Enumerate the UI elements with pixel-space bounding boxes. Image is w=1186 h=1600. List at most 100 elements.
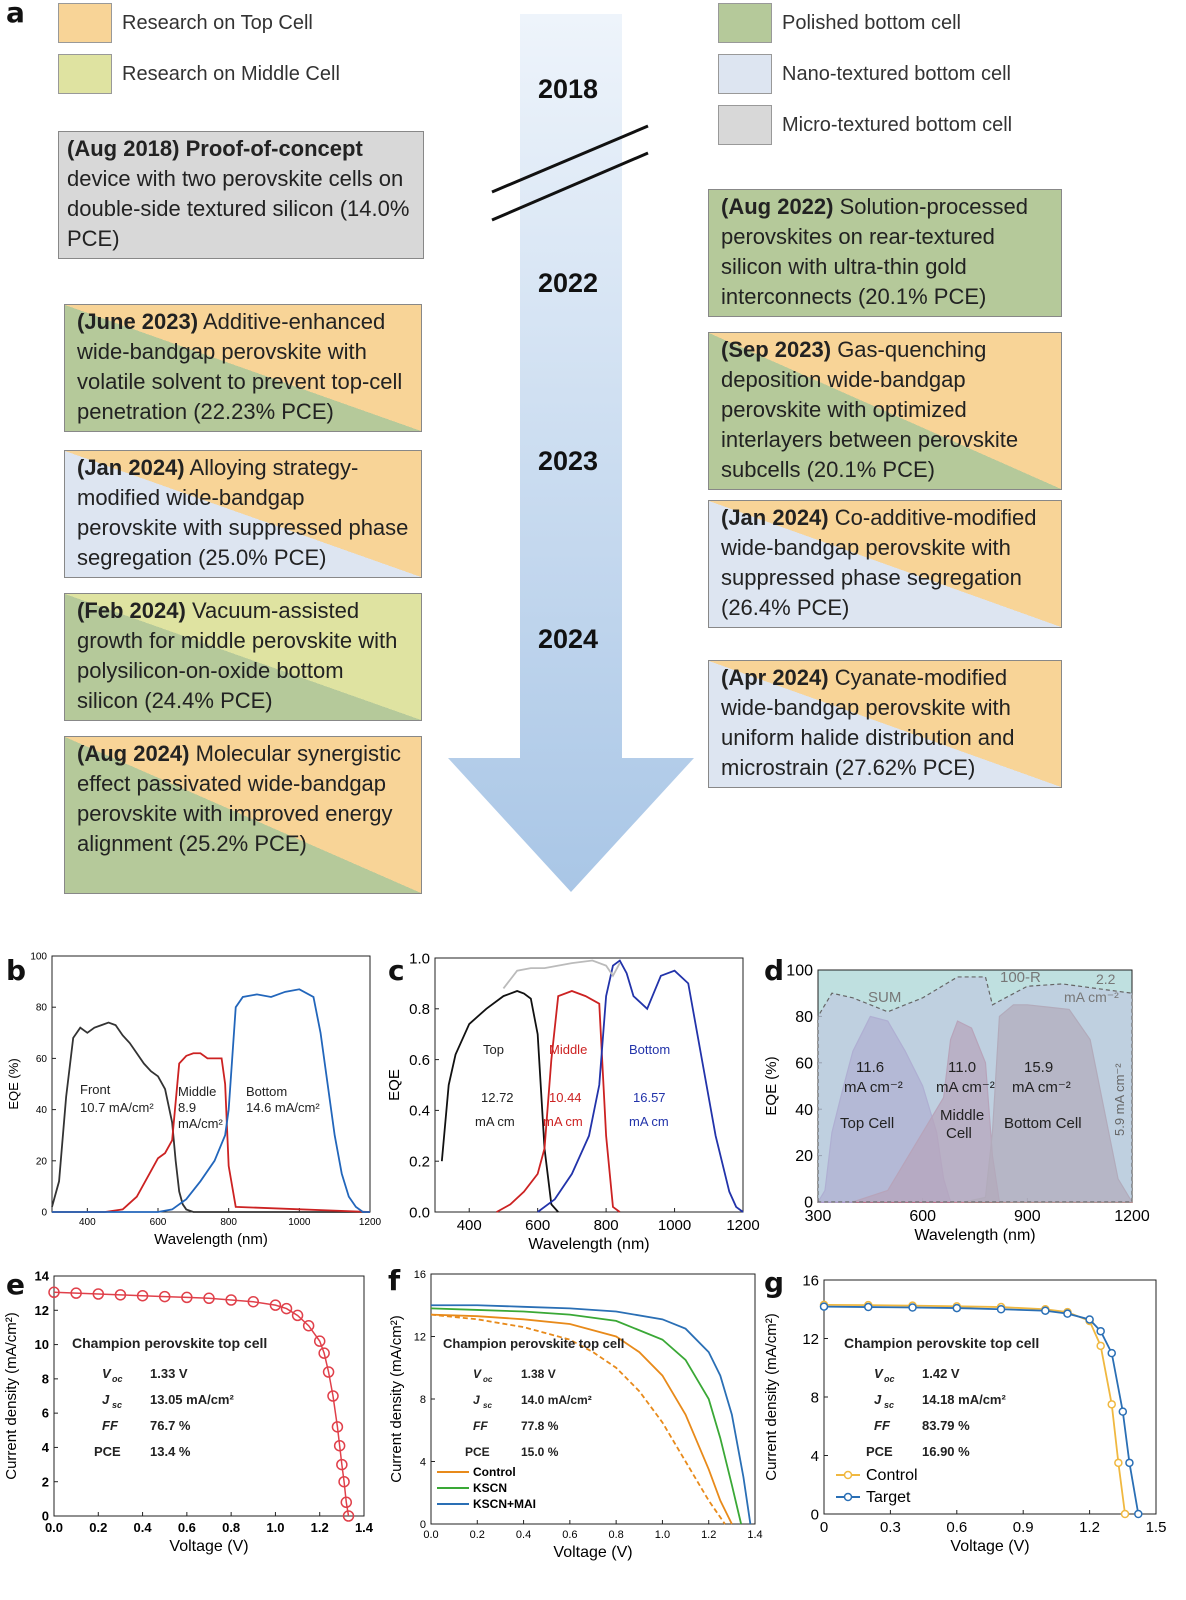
series-value: 14.6 mA/cm² [246, 1100, 320, 1115]
box-text: Alloying strategy-modified wide-bandgap … [77, 455, 409, 570]
legend-marker [843, 1470, 853, 1480]
timeline-box-aug-2024: (Aug 2024) Molecular synergistic effect … [64, 736, 422, 894]
y-tick-label: 40 [36, 1105, 48, 1116]
series-value: 10.44 [549, 1090, 582, 1105]
jv-point [1114, 1458, 1123, 1468]
y-tick-label: 4 [42, 1440, 50, 1455]
param-value: 1.42 V [922, 1366, 960, 1381]
jv-point [338, 1475, 350, 1488]
box-date: (Aug 2022) [721, 194, 834, 219]
param-value: 13.4 % [150, 1444, 191, 1459]
chart-e-jv: 0.0 0.2 0.4 0.6 0.8 1.0 1.2 1.4 0 2 4 6 8 10 12 14 Volta… [3, 1269, 374, 1555]
param-value: 13.05 mA/cm² [150, 1392, 234, 1407]
x-tick-label: 1.2 [1079, 1519, 1100, 1536]
series-line [430, 1313, 733, 1525]
x-tick-label: 1.2 [311, 1520, 329, 1535]
series-line [430, 1307, 742, 1525]
series-value: mA cm⁻² [936, 1079, 995, 1096]
param-value: 83.79 % [922, 1418, 970, 1433]
param-name: PCE [866, 1444, 893, 1459]
x-tick-label: 800 [594, 1217, 619, 1234]
legend-swatch-nano [718, 54, 772, 94]
series-line [52, 1052, 371, 1213]
legend-swatch-middle-cell [58, 54, 112, 94]
x-tick-label: 300 [805, 1208, 832, 1225]
series-line [431, 1304, 752, 1525]
y-tick-label: 60 [36, 1054, 48, 1065]
series-line [51, 1021, 370, 1213]
series-value: 10.7 mA/cm² [80, 1100, 154, 1115]
box-text: Gas-quenching deposition wide-bandgap pe… [721, 337, 1019, 482]
series-label: 100-R [1000, 969, 1041, 986]
series-label: Middle [549, 1042, 587, 1057]
plot-area [51, 955, 371, 1213]
timeline-box-june-2023: (June 2023) Additive-enhanced wide-bandg… [64, 304, 422, 432]
y-axis-label: EQE [386, 1069, 403, 1101]
y-tick-label: 4 [420, 1456, 426, 1468]
panel-letter-a: a [6, 0, 25, 29]
series-value: 16.57 [633, 1090, 666, 1105]
series-value: 15.9 [1024, 1059, 1053, 1076]
param-value: 76.7 % [150, 1418, 191, 1433]
jv-point [1134, 1509, 1143, 1519]
legend-marker [843, 1492, 853, 1502]
plot-area [53, 1275, 365, 1517]
param-value: 16.90 % [922, 1444, 970, 1459]
jv-point [114, 1289, 127, 1301]
year-label: 2022 [537, 268, 599, 298]
y-tick-label: 12 [414, 1331, 426, 1343]
param-name: FF [874, 1418, 891, 1433]
y-tick-label: 8 [811, 1389, 819, 1406]
panel-letter-d: d [764, 954, 785, 987]
x-tick-label: 0.2 [470, 1529, 485, 1541]
timeline-box-jan-2024-right: (Jan 2024) Co-additive-modified wide-ban… [708, 500, 1062, 628]
y-tick-label: 80 [36, 1003, 48, 1014]
box-text: Additive-enhanced wide-bandgap perovskit… [77, 309, 403, 424]
series-value: 8.9 [178, 1100, 196, 1115]
y-axis-label: Current density (mA/cm²) [3, 1312, 20, 1480]
series-label: Middle [178, 1084, 216, 1099]
series-value: 11.6 [856, 1059, 884, 1076]
series-value: 11.0 [948, 1059, 976, 1076]
jv-point [247, 1295, 260, 1308]
y-tick-label: 8 [420, 1394, 426, 1406]
param-name: V [874, 1366, 884, 1381]
box-text: Cyanate-modified wide-bandgap perovskite… [721, 665, 1015, 780]
legend-label: Control [866, 1467, 918, 1484]
plot-area [434, 957, 744, 1213]
box-date: (Apr 2024) [721, 665, 829, 690]
chart-f-jv: 0.0 0.2 0.4 0.6 0.8 1.0 1.2 1.4 0 4 8 12 16 Voltage (… [388, 1269, 763, 1561]
x-axis-label: Wavelength (nm) [914, 1227, 1035, 1244]
x-tick-label: 1.0 [266, 1520, 284, 1535]
jv-point [1063, 1309, 1072, 1318]
legend-label: Nano-textured bottom cell [782, 63, 1012, 85]
plot-area [430, 1273, 756, 1525]
jv-point [1041, 1306, 1050, 1315]
y-tick-label: 100 [30, 952, 47, 963]
x-tick-label: 1200 [1114, 1208, 1150, 1225]
chart-title: Champion perovskite top cell [72, 1335, 267, 1351]
series-value: mA cm [629, 1114, 669, 1129]
y-tick-label: 0.4 [409, 1103, 430, 1120]
param-subscript: oc [483, 1375, 493, 1384]
param-subscript: sc [112, 1400, 122, 1410]
param-subscript: oc [112, 1374, 123, 1384]
series-value: mA cm⁻² [844, 1079, 903, 1096]
param-value: 1.38 V [521, 1367, 556, 1381]
chart-g-jv: 0 0.3 0.6 0.9 1.2 1.5 0 4 8 12 16 Voltage (V) Curren… [763, 1272, 1166, 1555]
series-value: mA cm [475, 1114, 515, 1129]
box-date: (Jan 2024) [721, 505, 829, 530]
x-tick-label: 1.2 [701, 1529, 716, 1541]
legend-label: Micro-textured bottom cell [782, 114, 1013, 136]
legend-label: KSCN+MAI [473, 1497, 536, 1511]
y-tick-label: 0 [811, 1506, 819, 1523]
x-tick-label: 0.9 [1013, 1519, 1034, 1536]
series-value: 2.2 [1096, 971, 1116, 987]
jv-point [864, 1302, 873, 1312]
x-tick-label: 0.2 [89, 1520, 107, 1535]
series-line [823, 1303, 1126, 1515]
param-subscript: oc [884, 1374, 895, 1384]
y-axis-label: EQE (%) [6, 1058, 21, 1109]
legend-swatch-polished [718, 3, 772, 43]
x-tick-label: 600 [525, 1217, 550, 1234]
